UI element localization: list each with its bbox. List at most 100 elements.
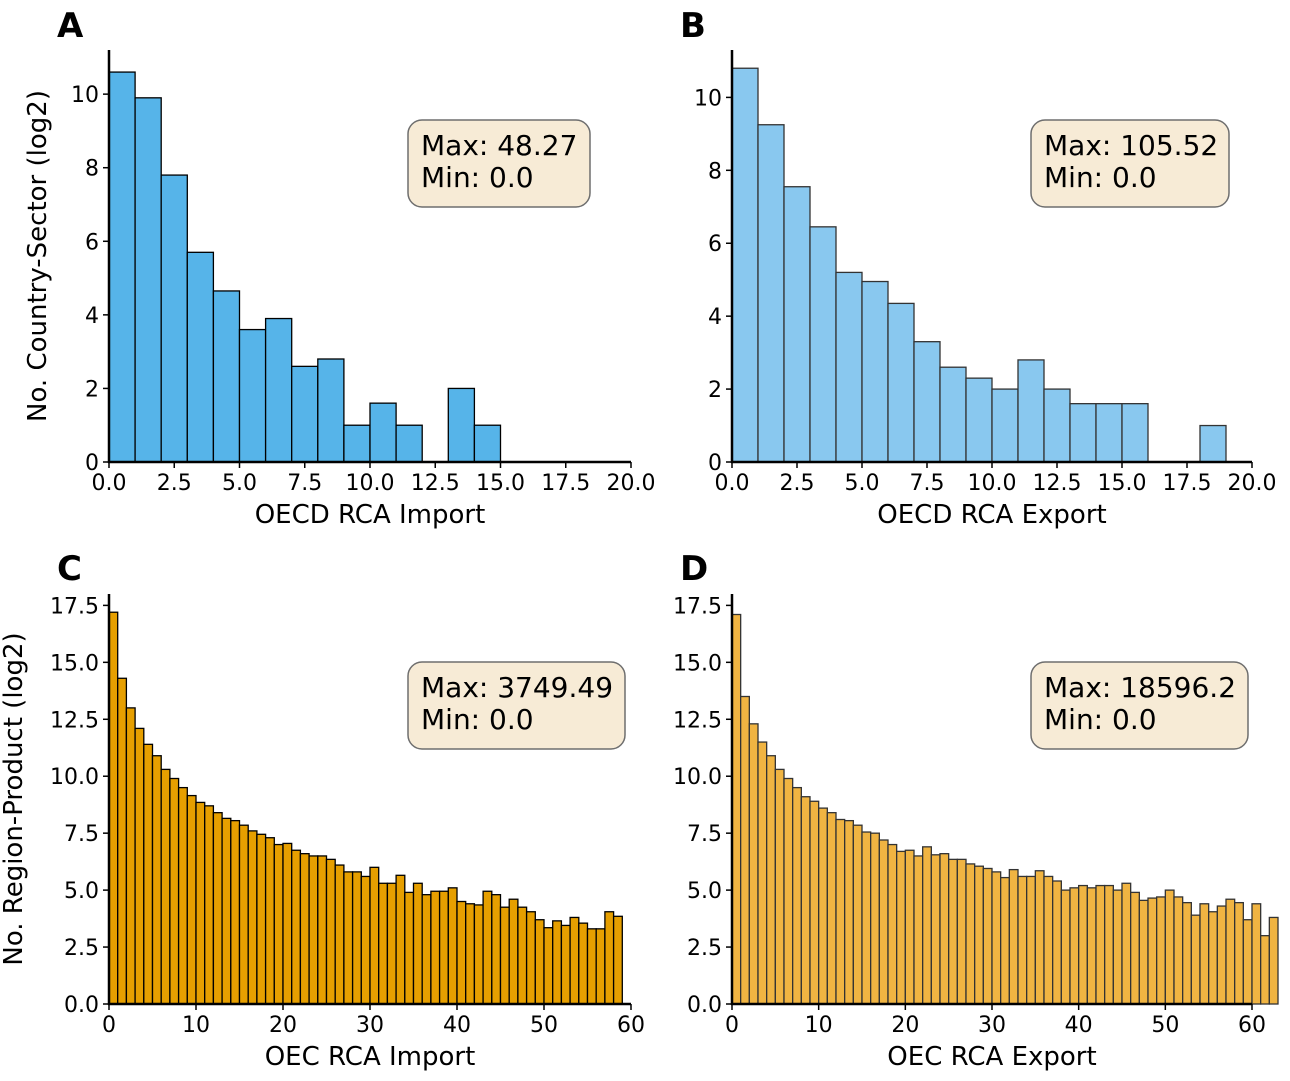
histogram-bar: [134, 727, 145, 1005]
histogram-bar: [1060, 889, 1071, 1005]
histogram-bar: [204, 805, 215, 1005]
x-tick-label: 0.0: [715, 471, 750, 496]
histogram-bar: [757, 124, 785, 463]
histogram-bar: [783, 186, 811, 463]
histogram-bar: [578, 922, 589, 1005]
histogram-bar: [835, 271, 863, 463]
histogram-bar: [904, 849, 915, 1005]
panel-a: 0.0 2.5 5.0 7.5 10.0 12.5 15.0 17.5 20.0 0 2 4 6 8 10 O…: [23, 6, 655, 530]
histogram-bar: [1017, 359, 1045, 463]
histogram-bar: [887, 843, 898, 1005]
histogram-bar: [1104, 884, 1114, 1005]
y-tick-label: 5.0: [687, 879, 722, 904]
histogram-bar: [482, 890, 493, 1005]
histogram-bar: [586, 928, 597, 1005]
x-tick-label: 40: [1065, 1013, 1093, 1038]
histogram-bar: [1086, 887, 1097, 1005]
histogram-bar: [809, 226, 837, 463]
x-axis-label: OEC RCA Import: [265, 1042, 476, 1072]
histogram-bar: [748, 723, 759, 1005]
histogram-bar: [1008, 868, 1019, 1005]
histogram-bar: [125, 707, 136, 1005]
histogram-bar: [282, 842, 293, 1005]
histogram-bar: [731, 67, 759, 463]
histogram-bar: [334, 864, 345, 1005]
histogram-bar: [1199, 903, 1210, 1005]
histogram-bar: [861, 831, 872, 1005]
histogram-bar: [783, 777, 794, 1005]
histogram-bar: [1026, 875, 1036, 1005]
histogram-bar: [447, 387, 476, 463]
histogram-bar: [878, 839, 889, 1005]
x-tick-label: 50: [1151, 1013, 1179, 1038]
x-tick-label: 7.5: [287, 471, 322, 496]
stats-box: [1030, 661, 1249, 750]
x-tick-label: 0: [102, 1013, 116, 1038]
histogram-bar: [731, 613, 742, 1005]
y-tick-label: 8: [85, 157, 99, 182]
x-axis-label: OEC RCA Export: [887, 1042, 1096, 1072]
histogram-bar: [369, 402, 397, 463]
histogram-bar: [360, 875, 371, 1005]
histogram-bar: [569, 916, 580, 1005]
x-tick-label: 10.0: [968, 471, 1017, 496]
histogram-bar: [343, 871, 354, 1005]
x-tick-label: 2.5: [780, 471, 815, 496]
y-tick-label: 17.5: [50, 594, 99, 619]
histogram-bar: [1095, 403, 1123, 463]
histogram-bar: [965, 377, 993, 463]
histogram-bar: [369, 866, 380, 1005]
x-tick-label: 10.0: [346, 471, 395, 496]
histogram-bar: [1190, 914, 1201, 1005]
histogram-bar: [404, 891, 415, 1005]
y-axis-label: No. Country-Sector (log2): [23, 90, 53, 422]
histogram-bar: [499, 906, 510, 1005]
x-tick-label: 10: [805, 1013, 833, 1038]
histogram-bar: [447, 887, 458, 1005]
histogram-bar: [844, 819, 854, 1005]
histogram-bar: [143, 743, 154, 1005]
stats-max-label: Max: 18596.2: [1044, 671, 1236, 704]
y-tick-label: 10: [694, 86, 722, 111]
histogram-bar: [1069, 403, 1097, 463]
histogram-bar: [861, 280, 889, 463]
histogram-bar: [948, 858, 958, 1005]
y-tick-label: 2: [85, 377, 99, 402]
histogram-bar: [1000, 876, 1010, 1005]
histogram-bar: [1156, 896, 1166, 1005]
y-tick-label: 7.5: [64, 822, 99, 847]
y-tick-label: 8: [708, 159, 722, 184]
y-tick-label: 10.0: [673, 765, 722, 790]
histogram-bar: [604, 911, 615, 1005]
histogram-bar: [264, 317, 293, 463]
histogram-bar: [221, 817, 232, 1005]
histogram-bar: [517, 906, 528, 1005]
histogram-bar: [317, 358, 345, 463]
histogram-bar: [1216, 905, 1227, 1005]
histogram-bar: [930, 854, 941, 1005]
panel-b: 0.0 2.5 5.0 7.5 10.0 12.5 15.0 17.5 20.0 0 2 4 6 8 10 O…: [680, 6, 1276, 530]
histogram-bar: [826, 812, 837, 1005]
stats-box: [407, 119, 591, 208]
histogram-bar: [1260, 935, 1270, 1005]
histogram-bar: [386, 882, 397, 1005]
histogram-bar: [1069, 887, 1080, 1005]
y-tick-label: 0.0: [687, 993, 722, 1018]
histogram-bar: [774, 768, 785, 1005]
histogram-bar: [212, 290, 241, 463]
histogram-bar: [134, 97, 162, 463]
histogram-bar: [291, 849, 302, 1005]
histogram-bar: [247, 830, 258, 1005]
y-tick-label: 12.5: [50, 708, 99, 733]
histogram-bar: [1147, 897, 1158, 1005]
histogram-bar: [491, 894, 502, 1005]
histogram-bar: [186, 251, 215, 463]
x-tick-label: 15.0: [1098, 471, 1147, 496]
histogram-bar: [896, 850, 906, 1005]
y-tick-label: 10: [71, 83, 99, 108]
histogram-bar: [852, 824, 863, 1005]
histogram-bar: [230, 819, 241, 1005]
y-tick-label: 12.5: [673, 708, 722, 733]
histogram-bar: [1017, 875, 1028, 1005]
